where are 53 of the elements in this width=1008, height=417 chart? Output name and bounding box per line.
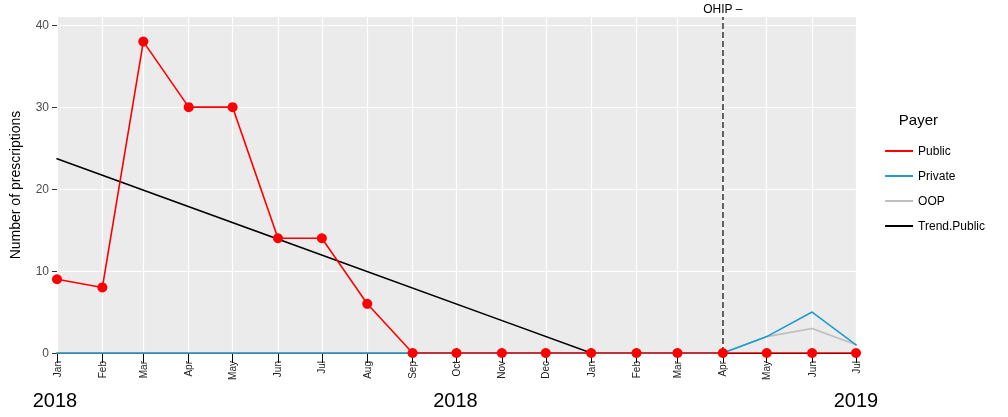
ref-line-label: OHIP – bbox=[703, 2, 743, 16]
point bbox=[496, 348, 507, 358]
x-tick-label: Feb bbox=[630, 360, 642, 379]
legend-label: Private bbox=[918, 169, 956, 183]
point bbox=[316, 233, 327, 244]
point bbox=[227, 102, 238, 113]
point bbox=[851, 348, 861, 358]
point bbox=[717, 348, 728, 358]
point bbox=[52, 274, 62, 285]
text: 2018 bbox=[433, 389, 478, 411]
x-tick-label: Jul bbox=[850, 361, 862, 374]
point bbox=[183, 102, 194, 113]
point bbox=[407, 348, 418, 358]
x-tick-label: Jun bbox=[272, 361, 284, 378]
legend-label: Trend.Public bbox=[918, 219, 985, 233]
point bbox=[807, 348, 818, 358]
point bbox=[586, 348, 597, 358]
point bbox=[672, 348, 683, 358]
x-tick-label: Jan bbox=[51, 361, 63, 378]
x-tick-label: Jan bbox=[585, 361, 597, 378]
x-tick-label: Nov bbox=[496, 361, 508, 379]
point bbox=[97, 282, 108, 293]
x-tick-label: Apr bbox=[717, 360, 729, 377]
y-tick-label: 40 bbox=[35, 18, 50, 33]
x-tick-label: May bbox=[227, 361, 239, 380]
y-tick-label: 30 bbox=[35, 100, 50, 115]
y-axis-title: Number of prescriptions bbox=[7, 110, 23, 260]
x-tick-label: Mar bbox=[137, 360, 149, 379]
x-tick-label: Mar bbox=[671, 360, 683, 379]
x-tick-label: Sep bbox=[407, 360, 419, 379]
point bbox=[761, 348, 772, 358]
text: 2018 bbox=[32, 389, 78, 411]
text: 2019 bbox=[833, 389, 879, 411]
x-tick-label: Oct bbox=[451, 360, 462, 377]
x-tick-label: Apr bbox=[183, 360, 195, 377]
y-tick-label: 20 bbox=[35, 182, 50, 197]
legend-label: Public bbox=[918, 144, 951, 158]
point bbox=[631, 348, 642, 358]
legend-title: Payer bbox=[898, 111, 938, 128]
point bbox=[138, 36, 149, 47]
x-tick-label: Aug bbox=[361, 361, 373, 379]
point bbox=[451, 348, 462, 358]
x-tick-label: Dec bbox=[540, 361, 552, 379]
x-tick-label: Feb bbox=[96, 360, 108, 379]
x-tick-label: May bbox=[761, 361, 773, 380]
y-tick-label: 10 bbox=[35, 264, 50, 279]
point bbox=[362, 298, 373, 309]
x-tick-label: Jun bbox=[806, 361, 818, 378]
point bbox=[540, 348, 551, 358]
y-tick-label: 0 bbox=[42, 346, 50, 360]
x-tick-label: Jul bbox=[316, 361, 328, 374]
point bbox=[272, 233, 283, 244]
legend-label: OOP bbox=[918, 194, 945, 208]
